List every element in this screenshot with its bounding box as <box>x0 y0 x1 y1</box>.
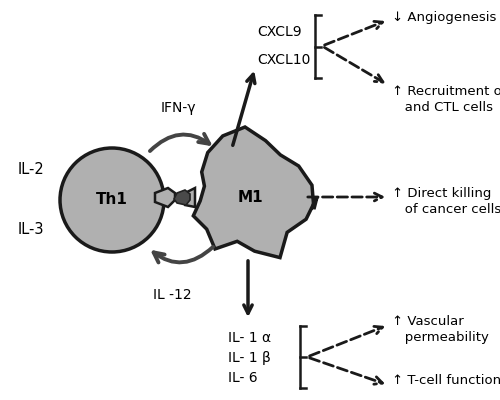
Polygon shape <box>174 190 190 205</box>
Text: ↑ Vascular
   permeability: ↑ Vascular permeability <box>392 315 489 344</box>
Polygon shape <box>194 127 317 258</box>
Text: IL- 6: IL- 6 <box>228 371 258 385</box>
Circle shape <box>60 148 164 252</box>
FancyArrowPatch shape <box>154 247 213 262</box>
Text: CXCL10: CXCL10 <box>257 53 310 67</box>
Text: IL- 1 β: IL- 1 β <box>228 351 271 365</box>
Text: ↓ Angiogenesis: ↓ Angiogenesis <box>392 12 496 24</box>
Text: IL-3: IL-3 <box>18 222 44 238</box>
Polygon shape <box>183 188 195 207</box>
Text: CXCL9: CXCL9 <box>257 25 302 39</box>
Text: ↑ Recruitment of Th1
   and CTL cells: ↑ Recruitment of Th1 and CTL cells <box>392 85 500 114</box>
Text: IFN-γ: IFN-γ <box>160 101 196 115</box>
FancyArrowPatch shape <box>150 134 210 151</box>
Polygon shape <box>155 188 175 207</box>
Text: M1: M1 <box>237 190 263 204</box>
Text: IL-2: IL-2 <box>18 162 45 178</box>
Text: ↑ Direct killing
   of cancer cells: ↑ Direct killing of cancer cells <box>392 187 500 216</box>
Text: Th1: Th1 <box>96 192 128 208</box>
Text: IL- 1 α: IL- 1 α <box>228 331 271 345</box>
Text: ↑ T-cell functions: ↑ T-cell functions <box>392 374 500 386</box>
Text: IL -12: IL -12 <box>152 288 192 302</box>
